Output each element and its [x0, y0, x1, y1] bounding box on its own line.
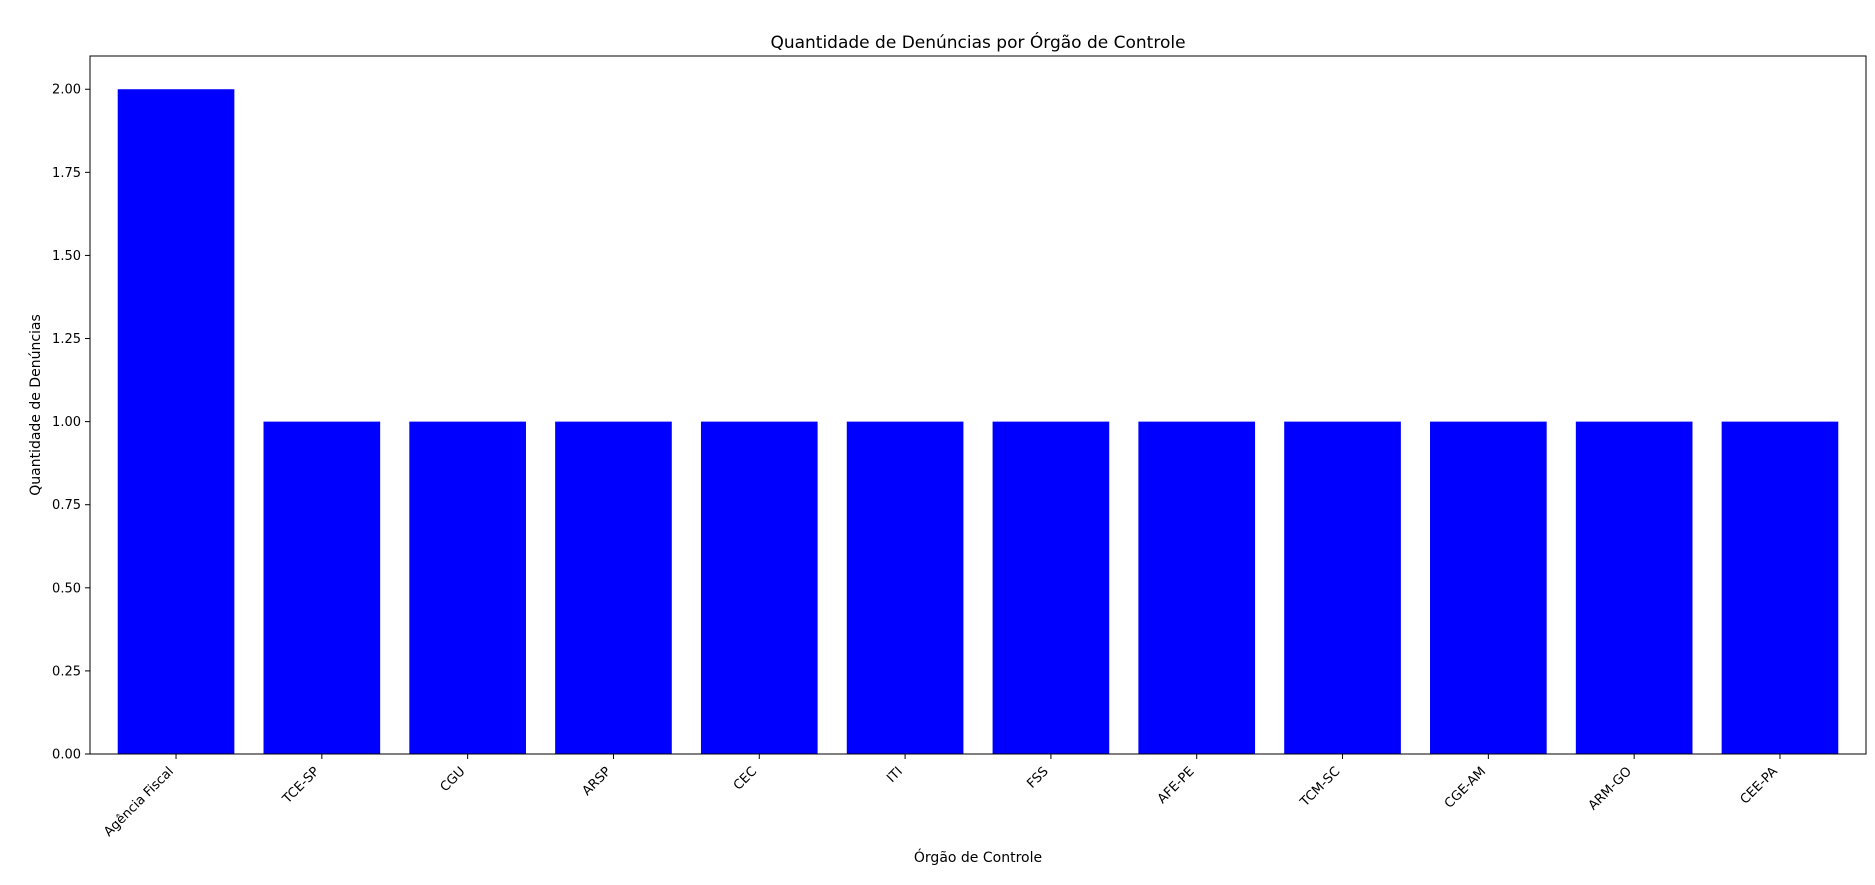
x-tick-label: AFE-PE	[1155, 764, 1198, 807]
bar	[992, 421, 1110, 754]
y-tick-label: 0.75	[52, 498, 81, 513]
y-tick-label: 1.50	[52, 249, 81, 264]
bars	[117, 89, 1839, 754]
x-tick-label: Agência Fiscal	[101, 764, 177, 840]
bar	[700, 421, 818, 754]
bar	[1430, 421, 1547, 754]
y-tick-label: 1.25	[52, 332, 81, 347]
y-tick-label: 0.25	[52, 664, 81, 679]
x-tick-label: TCM-SC	[1297, 764, 1343, 810]
x-tick-label: TCE-SP	[279, 764, 322, 807]
plot-frame	[89, 55, 1867, 755]
x-tick-label: ITI	[884, 764, 906, 786]
bar	[1575, 421, 1693, 754]
y-axis-title: Quantidade de Denúncias	[28, 314, 44, 496]
x-tick-label: ARSP	[580, 764, 615, 799]
y-tick-label: 0.50	[52, 581, 81, 596]
x-tick-label: CGU	[438, 764, 469, 795]
bar	[555, 421, 672, 754]
y-axis-ticks: 0.00 0.25 0.50 0.75 1.00 1.25 1.50 1.75 2.00	[52, 83, 90, 763]
x-tick-label: ARM-GO	[1586, 764, 1635, 813]
bar	[117, 89, 235, 754]
x-tick-label: CEC	[731, 764, 760, 793]
x-tick-label: CGE-AM	[1442, 764, 1489, 811]
x-axis-ticks: Agência Fiscal TCE-SP CGU ARSP CEC ITI FSS AFE-…	[101, 754, 1781, 840]
x-axis-title: Órgão de Controle	[914, 848, 1042, 866]
bar	[846, 421, 964, 754]
bar	[263, 421, 381, 754]
bar	[1721, 421, 1839, 754]
x-tick-label: CEE-PA	[1738, 764, 1781, 807]
bar	[409, 421, 526, 754]
y-tick-label: 2.00	[52, 83, 81, 98]
y-tick-label: 1.75	[52, 166, 81, 181]
x-tick-label: FSS	[1024, 764, 1051, 791]
y-tick-label: 0.00	[52, 748, 81, 763]
chart-title: Quantidade de Denúncias por Órgão de Con…	[770, 31, 1185, 53]
y-tick-label: 1.00	[52, 415, 81, 430]
bar	[1284, 421, 1401, 754]
bar	[1138, 421, 1256, 754]
